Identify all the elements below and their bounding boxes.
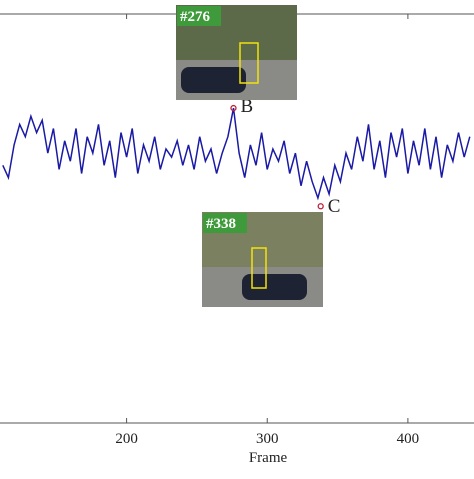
inset-tag bbox=[203, 213, 247, 233]
marker-point bbox=[317, 203, 324, 210]
inset-box bbox=[251, 247, 267, 289]
inset-tag bbox=[177, 6, 221, 26]
frame-inset: #338 bbox=[202, 212, 323, 307]
x-axis-label: Frame bbox=[249, 450, 288, 466]
x-tick-label: 300 bbox=[256, 431, 279, 447]
inset-label: #276 bbox=[180, 9, 211, 25]
inset-car bbox=[242, 274, 307, 300]
frame-inset: #276 bbox=[176, 5, 297, 100]
marker-label: B bbox=[240, 96, 253, 117]
inset-car bbox=[181, 67, 246, 93]
marker-point bbox=[230, 104, 237, 112]
x-tick-label: 400 bbox=[397, 431, 420, 447]
marker-label: C bbox=[328, 196, 341, 217]
inset-box bbox=[239, 42, 259, 84]
inset-label: #338 bbox=[206, 216, 236, 232]
line-series bbox=[2, 107, 471, 201]
x-tick-label: 200 bbox=[115, 431, 138, 447]
